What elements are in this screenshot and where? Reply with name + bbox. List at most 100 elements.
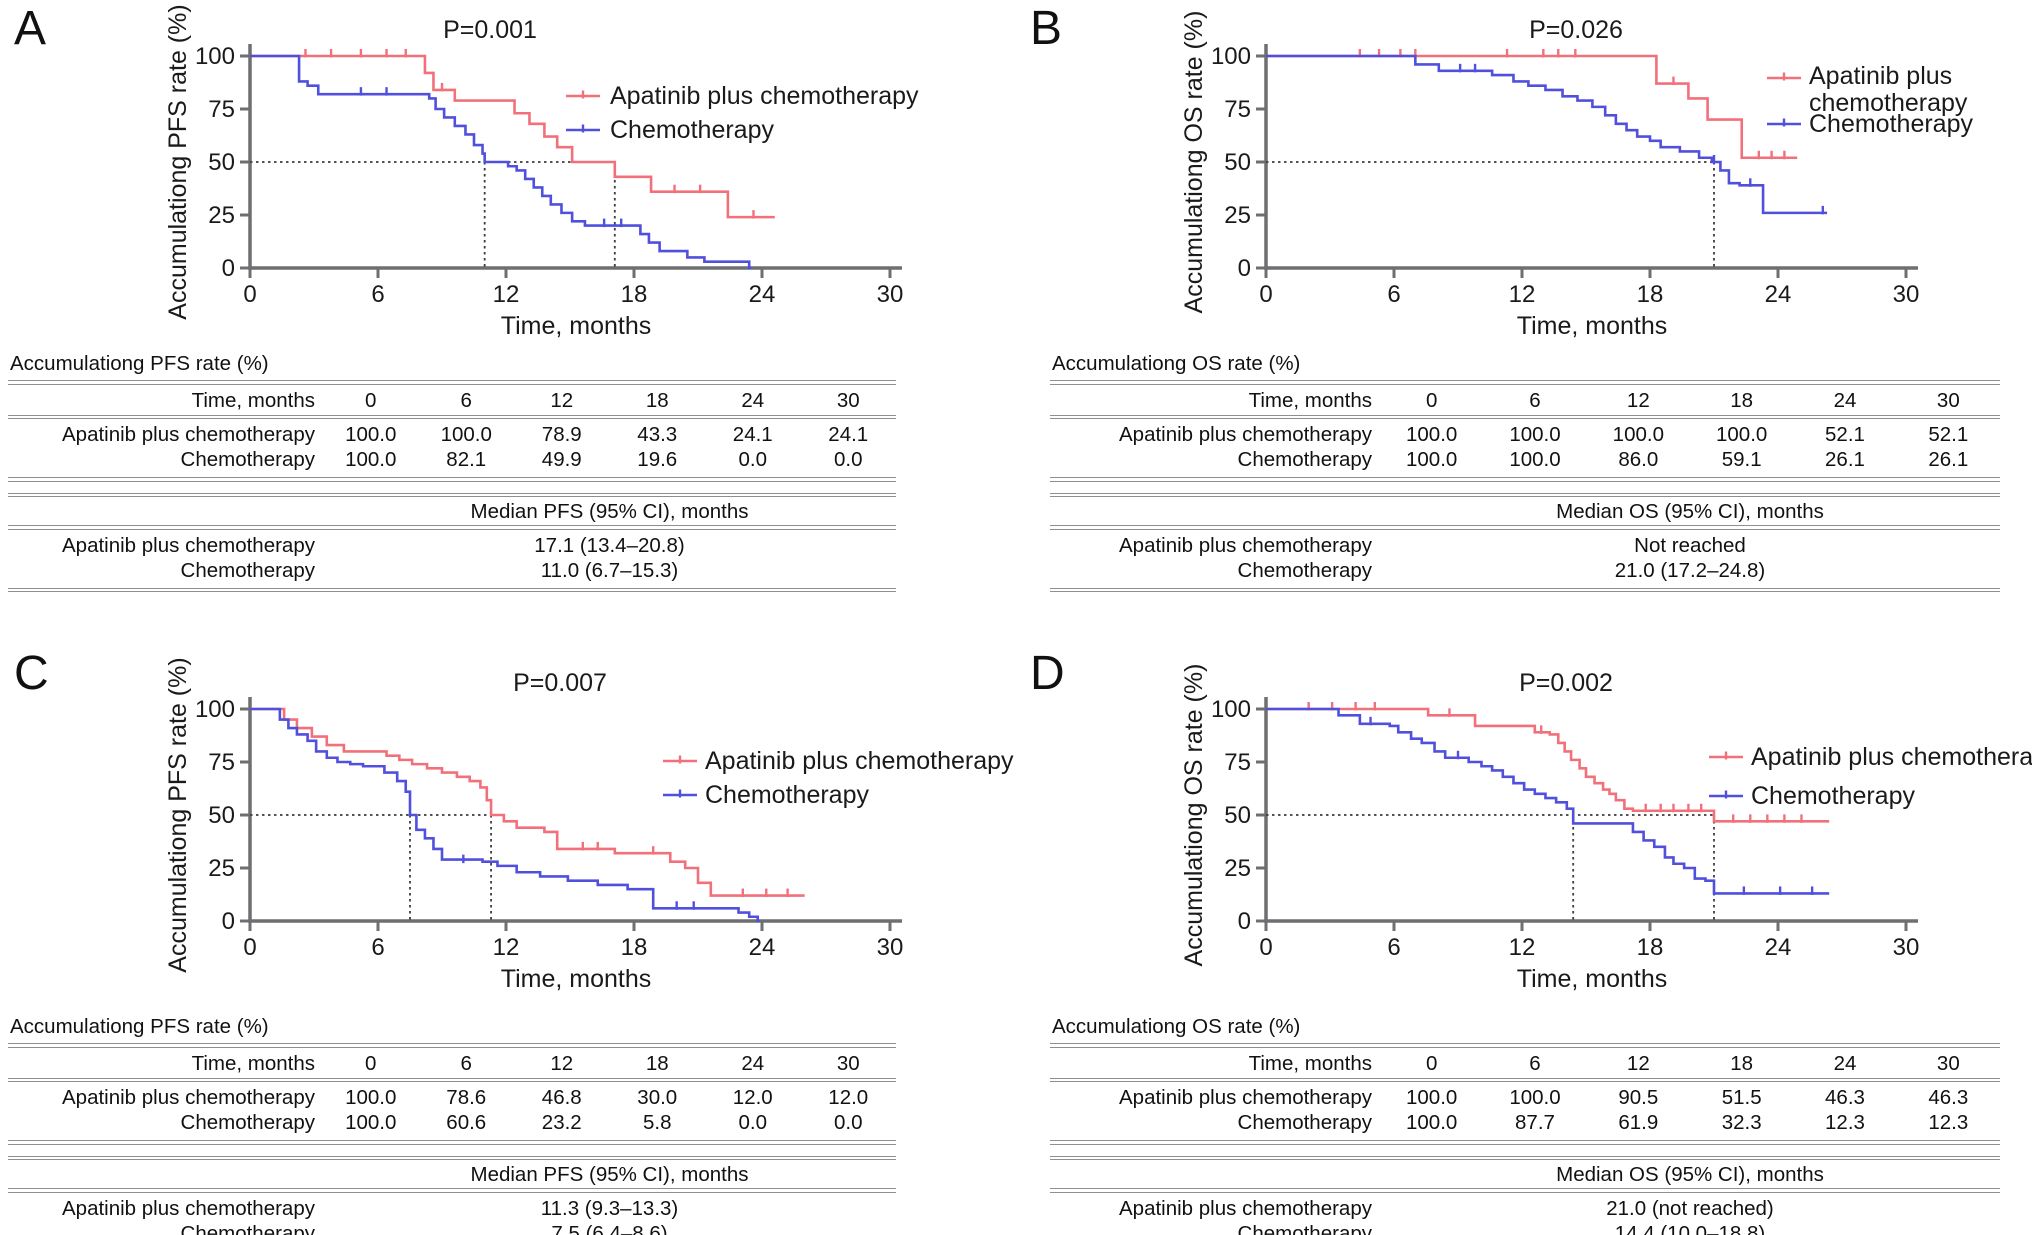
rate-cell: 0.0 [834,448,863,471]
table-gap [8,1145,896,1156]
median-header-row: Median PFS (95% CI), months [8,1160,896,1188]
row-label: Chemotherapy [180,558,315,582]
rate-cell: 100.0 [1509,1086,1561,1109]
rate-cell: 46.8 [541,1086,582,1109]
rate-cell: 100.0 [345,1086,397,1109]
row-label: Chemotherapy [1237,448,1372,471]
rate-cell: 100.0 [1406,1086,1458,1109]
rate-cell: 60.6 [446,1111,487,1134]
row-label: Apatinib plus chemotherapy [1119,1196,1372,1220]
median-table-body: Apatinib plus chemotherapy 11.3 (9.3–13.… [8,1193,896,1235]
time-column-header: 18 [645,388,669,412]
table-rule [1050,587,2000,592]
row-label: Apatinib plus chemotherapy [1119,533,1372,557]
rate-cell: 49.9 [541,448,582,471]
legend-label: Apatinib plus chemotherapy [1751,743,2032,771]
x-tick-label: 18 [621,934,648,961]
x-tick-label: 12 [1509,934,1536,961]
x-tick-label: 24 [749,281,776,308]
table-rule [8,477,896,482]
rate-table-header-row: Time, months 0 6 12 18 24 30 [8,385,896,415]
y-tick-label: 0 [1238,908,1251,935]
x-tick-label: 12 [493,281,520,308]
y-tick-label: 0 [222,908,235,935]
time-column-header: 24 [741,1051,765,1075]
time-months-label: Time, months [191,388,315,412]
series-line-chemotherapy [1266,54,1828,215]
table-rule [8,1140,896,1145]
time-column-header: 24 [741,388,765,412]
y-axis-label: Accumulationg OS rate (%) [1180,11,1208,314]
median-value: Not reached [1634,533,1746,557]
legend-label: Apatinib plus [1809,62,1952,90]
row-label: Chemotherapy [1237,1111,1372,1134]
table-rule [8,1188,896,1193]
time-column-header: 0 [365,388,377,412]
x-tick-label: 6 [371,281,384,308]
table-rule [1050,1188,2000,1193]
table-gap [1050,1145,2000,1156]
median-row-apatinib: Apatinib plus chemotherapy 11.3 (9.3–13.… [8,1196,896,1221]
rate-table-header-row: Time, months 0 6 12 18 24 30 [1050,385,2000,415]
rate-cell: 90.5 [1618,1086,1659,1109]
median-value: 7.5 (6.4–8.6) [551,1221,668,1235]
y-tick-label: 100 [1211,696,1251,723]
table-rule [1050,492,2000,497]
x-tick-label: 12 [1509,281,1536,308]
median-header-row: Median PFS (95% CI), months [8,497,896,525]
row-label: Apatinib plus chemotherapy [62,423,315,446]
rate-cell: 24.1 [828,423,869,446]
x-tick-label: 0 [243,934,256,961]
median-table-title: Median PFS (95% CI), months [470,1163,749,1186]
time-column-header: 6 [460,388,472,412]
median-header-row: Median OS (95% CI), months [1050,1160,2000,1188]
median-value: 14.4 (10.0–18.8) [1614,1221,1766,1235]
time-column-header: 12 [550,388,574,412]
row-label: Apatinib plus chemotherapy [1119,423,1372,446]
rate-table-row-chemotherapy: Chemotherapy 100.0 100.0 86.0 59.1 26.1 … [1050,447,2000,472]
x-axis-label: Time, months [501,965,652,993]
legend-label: chemotherapy [1809,89,1968,117]
x-tick-label: 6 [371,934,384,961]
rate-cell: 52.1 [1928,423,1969,446]
km-plot: 0 25 50 75 100 0 6 12 18 24 30 Accumulationg PFS ra… [164,4,919,340]
x-axis-label: Time, months [1517,312,1668,340]
x-axis-label: Time, months [501,312,652,340]
time-column-header: 0 [1425,1051,1438,1075]
panel-letter: A [14,2,47,55]
rate-cell: 78.6 [446,1086,487,1109]
rate-cell: 86.0 [1618,448,1659,471]
p-value-text: P=0.002 [1519,669,1613,697]
rate-cell: 100.0 [1716,423,1768,446]
rate-cell: 100.0 [1612,423,1664,446]
panel-tables: Accumulationg PFS rate (%) Time, months … [8,1015,896,1235]
y-tick-label: 50 [1224,149,1251,176]
rate-table-row-apatinib: Apatinib plus chemotherapy 100.0 100.0 7… [8,422,896,447]
rate-cell: 32.3 [1721,1111,1762,1134]
rate-table-row-chemotherapy: Chemotherapy 100.0 87.7 61.9 32.3 12.3 1… [1050,1110,2000,1135]
x-tick-label: 30 [1893,281,1920,308]
series-line-chemotherapy [1266,707,1830,895]
time-column-header: 6 [1529,388,1541,412]
rate-cell: 100.0 [345,1111,397,1134]
median-table: Median OS (95% CI), months Apatinib plus… [1050,492,2000,592]
rate-table-body: Apatinib plus chemotherapy 100.0 100.0 9… [1050,1082,2000,1140]
table-rule [1050,380,2000,385]
median-row-chemotherapy: Chemotherapy 11.0 (6.7–15.3) [8,558,896,583]
rate-cell: 78.9 [541,423,582,446]
time-column-header: 12 [1626,388,1650,412]
median-table-title: Median OS (95% CI), months [1556,1163,1824,1186]
legend-label: Apatinib plus chemotherapy [705,747,1014,775]
rate-table-title: Accumulationg PFS rate (%) [10,352,269,375]
time-column-header: 6 [460,1051,472,1075]
rate-cell: 87.7 [1515,1111,1555,1134]
table-rule [1050,477,2000,482]
x-tick-label: 24 [1765,281,1792,308]
median-row-apatinib: Apatinib plus chemotherapy 17.1 (13.4–20… [8,533,896,558]
km-panel-A: A 0 25 50 75 100 0 6 12 18 24 30 Accumulationg PFS … [0,0,1016,617]
x-axis-label: Time, months [1517,965,1668,993]
rate-table-body: Apatinib plus chemotherapy 100.0 100.0 1… [1050,419,2000,477]
table-gap [8,482,896,493]
series-line-apatinib [250,707,805,897]
